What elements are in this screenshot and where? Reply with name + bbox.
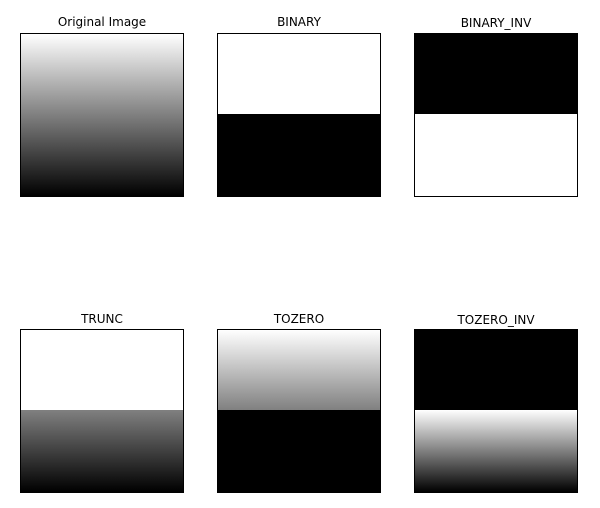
- image-original: [21, 34, 183, 196]
- panel-title-tozero-inv: TOZERO_INV: [457, 313, 535, 327]
- image-trunc: [21, 330, 183, 492]
- panel-title-binary: BINARY: [277, 15, 321, 29]
- image-panel-original: [20, 33, 184, 197]
- image-tozero: [218, 330, 380, 492]
- image-panel-trunc: [20, 329, 184, 493]
- image-panel-binary-inv: [414, 33, 578, 197]
- panel-title-trunc: TRUNC: [81, 312, 123, 326]
- panel-title-binary-inv: BINARY_INV: [460, 16, 532, 30]
- image-binary-inv: [415, 34, 577, 196]
- image-panel-tozero-inv: [414, 329, 578, 493]
- panel-title-tozero: TOZERO: [273, 312, 325, 326]
- image-panel-binary: [217, 33, 381, 197]
- panel-title-original: Original Image: [57, 15, 147, 29]
- image-panel-tozero: [217, 329, 381, 493]
- image-binary: [218, 34, 380, 196]
- image-tozero-inv: [415, 330, 577, 492]
